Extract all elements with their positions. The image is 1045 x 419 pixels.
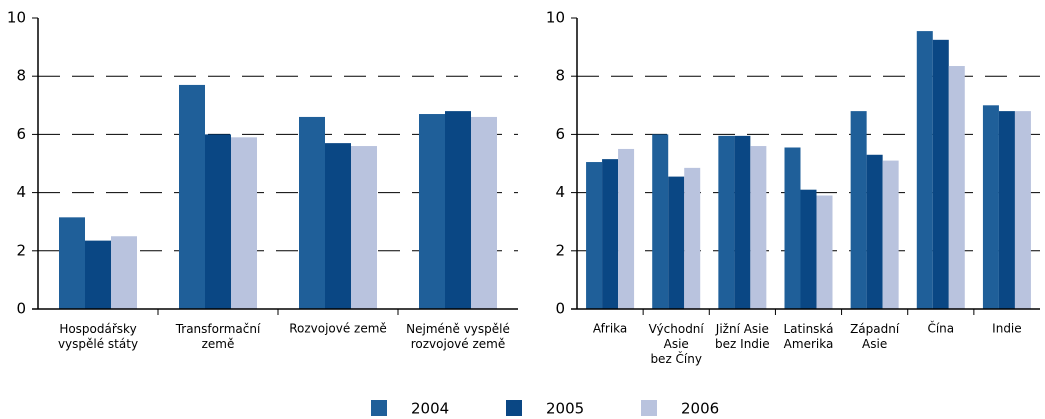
legend-swatch [506,400,522,416]
bar [668,176,685,309]
bar [111,236,137,309]
bar [85,240,111,309]
x-tick-label: Transformační země [175,322,261,351]
y-tick-label: 8 [16,67,26,85]
bar [750,146,767,309]
bar [816,195,833,309]
x-tick-label: Hospodářsky vyspělé státy [58,322,138,351]
x-tick-label: Afrika [593,322,627,336]
bar [932,39,949,309]
x-tick-label: Nejméně vyspělé rozvojové země [406,322,510,351]
bar [231,137,257,309]
y-tick-label: 2 [16,241,26,259]
bar [1014,111,1031,310]
bar [351,146,377,309]
y-tick-label: 0 [16,300,26,318]
y-tick-label: 2 [555,241,565,259]
y-tick-label: 10 [7,9,26,27]
x-tick-label: Latinská Amerika [783,322,833,351]
bar [325,143,351,309]
x-tick-label: Jižní Asie bez Indie [715,322,770,351]
bar [445,111,471,310]
x-tick-label: Východní Asie bez Číny [649,322,705,366]
x-tick-label: Čína [927,321,954,336]
bar [948,66,965,309]
y-tick-label: 8 [555,67,565,85]
legend-label: 2004 [411,400,449,418]
y-tick-label: 4 [16,183,26,201]
bar [419,114,445,309]
bar [734,135,751,309]
bar [784,147,801,309]
bar [205,134,231,309]
bar [471,116,497,309]
bar [684,167,701,309]
bar [866,154,883,309]
y-tick-label: 6 [555,125,565,143]
bar [59,217,85,309]
bar [652,134,669,309]
bar [718,135,735,309]
y-tick-label: 10 [546,9,565,27]
x-tick-label: Západní Asie [850,322,900,351]
legend-swatch [641,400,657,416]
x-tick-label: Rozvojové země [289,322,387,336]
bar [998,111,1015,310]
y-tick-label: 6 [16,125,26,143]
bar [850,111,867,310]
bar [618,148,635,309]
bar [916,31,933,309]
bar [800,189,817,309]
bar [882,160,899,309]
bar [602,159,619,309]
bar [179,84,205,310]
bar [299,116,325,309]
y-tick-label: 0 [555,300,565,318]
y-tick-label: 4 [555,183,565,201]
bar [982,105,999,309]
x-tick-label: Indie [992,322,1021,336]
legend-swatch [371,400,387,416]
legend-label: 2005 [546,400,584,418]
bar [586,162,603,309]
legend-label: 2006 [681,400,719,418]
